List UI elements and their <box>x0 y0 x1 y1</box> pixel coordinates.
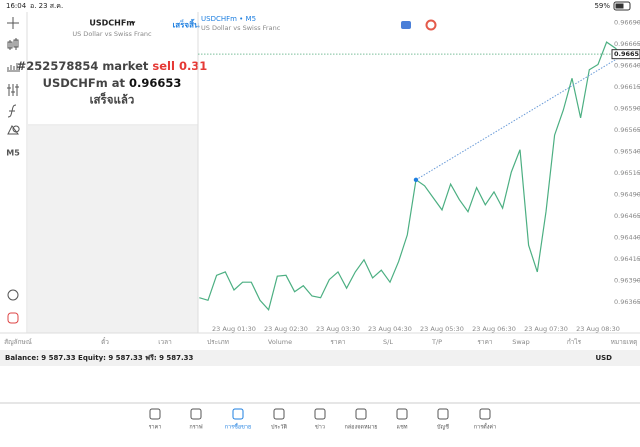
column-header[interactable]: ราคา <box>330 338 345 346</box>
y-tick-label: 0.96490 <box>614 190 640 198</box>
tab-label[interactable]: กล่องจดหมาย <box>344 425 377 431</box>
date: อ. 23 ส.ค. <box>30 2 63 10</box>
tab-label[interactable]: การซื้อขาย <box>225 423 251 431</box>
time: 16:04 <box>6 2 27 10</box>
chart-layer: 0.96690 0.96665 0.96640 0.96615 0.96590 0.965… <box>198 18 640 333</box>
buy-sell-icon[interactable] <box>401 21 411 29</box>
tab-label[interactable]: การตั้งค่า <box>474 423 496 431</box>
tab-icon[interactable] <box>479 408 491 420</box>
panel-description: US Dollar vs Swiss Franc <box>72 30 152 38</box>
order-side: sell 0.31 <box>152 59 207 73</box>
x-tick-label: 23 Aug 01:30 <box>212 325 256 333</box>
y-tick-label: 0.96565 <box>614 126 640 134</box>
x-tick-label: 23 Aug 05:30 <box>420 325 464 333</box>
toolbar-icons <box>7 17 20 324</box>
done-button[interactable]: เสร็จสิ้น <box>173 19 200 30</box>
y-tick-label: 0.96590 <box>614 104 640 112</box>
zoom-icon[interactable] <box>7 289 19 301</box>
column-header[interactable]: เวลา <box>158 338 172 346</box>
function-icon[interactable] <box>7 104 17 118</box>
candles-icon[interactable] <box>7 38 19 50</box>
column-header[interactable]: Volume <box>268 338 292 346</box>
timeframe[interactable]: M5 <box>6 149 20 158</box>
tab-icon[interactable] <box>355 408 367 420</box>
column-header[interactable]: Swap <box>512 338 530 346</box>
indicators-icon[interactable] <box>7 84 19 96</box>
balance-currency: USD <box>595 354 612 362</box>
tab-bar: ราคา กราฟ การซื้อขาย ประวัติ ข่าว กล่องจดหมาย… <box>149 408 496 431</box>
tab-icon[interactable] <box>437 408 449 420</box>
order-line: #252578854 market sell 0.31 <box>17 59 208 73</box>
tab-icon[interactable] <box>190 408 202 420</box>
x-tick-label: 23 Aug 03:30 <box>316 325 360 333</box>
column-header[interactable]: ประเภท <box>207 338 229 346</box>
battery-icon <box>613 1 631 11</box>
chart-subtitle: US Dollar vs Swiss Franc <box>201 24 281 32</box>
x-tick-label: 23 Aug 07:30 <box>524 325 568 333</box>
order-price: 0.96653 <box>129 76 181 90</box>
x-tick-label: 23 Aug 06:30 <box>472 325 516 333</box>
balance-row <box>0 350 640 366</box>
tab-label[interactable]: ราคา <box>149 425 162 431</box>
y-tick-label: 0.96690 <box>614 18 640 26</box>
battery-level <box>615 3 624 9</box>
trade-connector <box>415 52 628 181</box>
order-status: เสร็จแล้ว <box>90 92 135 107</box>
tab-icon[interactable] <box>314 408 326 420</box>
chart-title: USDCHFm • M5 <box>201 15 256 23</box>
y-tick-label: 0.96365 <box>614 298 640 306</box>
tab-icon[interactable] <box>273 408 285 420</box>
column-header[interactable]: S/L <box>383 338 393 346</box>
tab-label[interactable]: ข่าว <box>315 425 325 431</box>
column-header[interactable]: ตั๋ว <box>101 337 109 346</box>
y-tick-label: 0.96665 <box>614 40 640 48</box>
column-header[interactable]: หมายเหตุ <box>611 338 638 346</box>
price-line <box>199 41 625 312</box>
tab-icon[interactable] <box>396 408 408 420</box>
y-tick-label: 0.96465 <box>614 212 640 220</box>
tab-label[interactable]: กราฟ <box>189 424 202 431</box>
panel-symbol[interactable]: USDCHFm <box>89 19 134 28</box>
objects-icon[interactable] <box>7 125 20 135</box>
column-header[interactable]: กำไร <box>567 338 582 346</box>
tab-label[interactable]: ประวัติ <box>271 424 287 431</box>
x-tick-label: 23 Aug 04:30 <box>368 325 412 333</box>
one-click-icon[interactable] <box>425 19 437 31</box>
tab-icon[interactable] <box>149 408 161 420</box>
tab-icon[interactable] <box>232 408 244 420</box>
battery: 59% <box>594 2 610 10</box>
y-tick-label: 0.96540 <box>614 147 640 155</box>
y-tick-label: 0.96440 <box>614 233 640 241</box>
y-tick-label: 0.96390 <box>614 277 640 285</box>
symbol-chevron[interactable] <box>130 21 136 25</box>
column-header[interactable]: T/P <box>431 338 442 346</box>
table-header: สัญลักษณ์ ตั๋ว เวลา ประเภท Volume ราคา S/L T/P ร… <box>4 337 637 346</box>
y-tick-label: 0.96615 <box>614 83 640 91</box>
x-tick-label: 23 Aug 02:30 <box>264 325 308 333</box>
tab-label[interactable]: แชท <box>397 424 408 431</box>
column-header[interactable]: ราคา <box>477 338 492 346</box>
tab-label[interactable]: บัญชี <box>437 424 449 431</box>
trade-icon[interactable] <box>7 312 19 324</box>
last-price-tag <box>611 49 640 60</box>
price-prefix: USDCHFm at <box>43 76 126 90</box>
bars-icon[interactable] <box>7 63 20 72</box>
column-header[interactable]: สัญลักษณ์ <box>4 338 32 346</box>
panel-backdrop <box>28 126 198 333</box>
order-id: #252578854 market <box>17 59 149 73</box>
entry-marker <box>413 177 419 183</box>
balance-summary: Balance: 9 587.33 Equity: 9 587.33 ฟรี: … <box>5 354 194 362</box>
x-tick-label: 23 Aug 08:30 <box>576 325 620 333</box>
crosshair-icon[interactable] <box>7 17 19 29</box>
last-price-label: 0.96653 <box>614 50 640 58</box>
y-tick-label: 0.96515 <box>614 169 640 177</box>
y-tick-label: 0.96640 <box>614 61 640 69</box>
y-tick-label: 0.96415 <box>614 255 640 263</box>
order-price-line: USDCHFm at 0.96653 <box>43 76 182 90</box>
